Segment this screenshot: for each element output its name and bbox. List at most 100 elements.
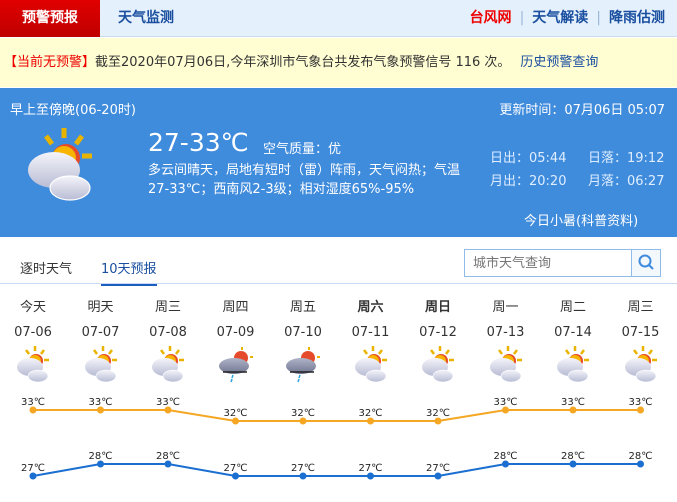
top-nav: 预警预报 天气监测 台风网 | 天气解读 | 降雨估测: [0, 0, 677, 37]
low-temp-label: 27℃: [291, 463, 315, 474]
high-temp-point: [29, 406, 37, 414]
low-temp-label: 27℃: [426, 463, 450, 474]
low-temp-label: 28℃: [89, 451, 113, 462]
forecast-tabs: 逐时天气 10天预报: [0, 238, 677, 286]
partly-cloudy-icon: [351, 344, 391, 384]
nav-weather-analysis[interactable]: 天气解读: [532, 10, 589, 26]
high-temp-line: [33, 409, 641, 422]
day-name: 周四: [222, 300, 249, 315]
high-temp-point: [299, 417, 307, 425]
nav-weather-monitor[interactable]: 天气监测: [118, 10, 174, 26]
divider: |: [519, 10, 525, 26]
air-quality-value: 优: [328, 142, 342, 157]
low-temp-label: 27℃: [359, 463, 383, 474]
warning-text: 截至2020年07月06日,今年深圳市气象台共发布气象预警信号 116 次。: [95, 55, 511, 70]
city-search: [464, 249, 661, 277]
high-temp-point: [434, 417, 442, 425]
low-temp-point: [434, 472, 442, 480]
search-button[interactable]: [631, 250, 660, 276]
partly-cloudy-icon: [553, 344, 593, 384]
low-temp-label: 28℃: [629, 451, 653, 462]
day-column: 周六 07-11: [341, 296, 401, 388]
high-temp-point: [569, 406, 577, 414]
sunset: 日落：19:12: [588, 151, 665, 166]
high-temp-label: 33℃: [494, 397, 518, 408]
partly-cloudy-icon: [81, 344, 121, 384]
air-quality-label: 空气质量：: [263, 142, 329, 157]
partly-cloudy-icon: [13, 344, 53, 384]
day-date: 07-11: [351, 325, 390, 340]
search-input[interactable]: [465, 250, 631, 276]
period: 早上至傍晚(06-20时): [10, 103, 136, 118]
low-temp-point: [367, 472, 374, 480]
day-column: 周三 07-15: [611, 296, 671, 388]
low-temp-point: [97, 460, 104, 468]
day-column: 周三 07-08: [138, 296, 198, 388]
nav-warning-forecast[interactable]: 预警预报: [0, 0, 100, 37]
high-temp-point: [502, 406, 509, 414]
high-temp-label: 33℃: [156, 397, 180, 408]
moonset: 月落：06:27: [588, 174, 665, 189]
history-warning-link[interactable]: 历史预警查询: [520, 55, 599, 70]
tab-10day[interactable]: 10天预报: [101, 258, 157, 286]
day-column: 周四 07-09: [206, 296, 266, 388]
day-date: 07-10: [284, 325, 322, 340]
day-column: 周二 07-14: [543, 296, 603, 388]
partly-cloudy-icon: [418, 344, 458, 384]
day-name: 周一: [492, 300, 519, 315]
low-temp-point: [299, 472, 307, 480]
high-temp-point: [164, 406, 172, 414]
day-column: 周五 07-10: [273, 296, 333, 388]
high-temp-label: 33℃: [89, 397, 113, 408]
day-name: 周二: [559, 300, 586, 315]
partly-cloudy-icon: [148, 344, 188, 384]
high-temp-point: [232, 417, 239, 425]
high-temp-label: 33℃: [21, 397, 45, 408]
day-date: 07-13: [486, 325, 525, 340]
day-name: 今天: [19, 300, 46, 315]
high-temp-label: 32℃: [426, 408, 450, 419]
nav-typhoon[interactable]: 台风网: [469, 10, 512, 26]
low-temp-point: [569, 460, 577, 468]
tab-hourly[interactable]: 逐时天气: [20, 262, 73, 277]
high-temp-point: [97, 406, 104, 414]
low-temp-line: [32, 463, 641, 477]
day-column: 周一 07-13: [476, 296, 536, 388]
day-name: 周五: [289, 300, 316, 315]
high-temp-label: 33℃: [561, 397, 585, 408]
low-temp-label: 28℃: [156, 451, 180, 462]
high-temp-label: 32℃: [291, 408, 315, 419]
high-temp-point: [367, 417, 374, 425]
low-temp-label: 27℃: [224, 463, 248, 474]
day-name: 周三: [154, 300, 181, 315]
high-temp-point: [637, 406, 644, 414]
high-temp-label: 32℃: [224, 408, 248, 419]
low-temp-point: [232, 472, 239, 480]
search-icon: [638, 254, 654, 270]
day-name: 周三: [627, 300, 654, 315]
warning-status: 【当前无预警】: [4, 55, 96, 70]
day-date: 07-15: [621, 325, 660, 340]
divider: |: [596, 10, 601, 26]
low-temp-point: [29, 472, 37, 480]
day-column: 今天 07-06: [3, 296, 63, 388]
thunder-shower-icon: [216, 344, 256, 384]
day-name: 周六: [357, 300, 384, 315]
day-date: 07-06: [14, 325, 52, 340]
sunrise: 日出：05:44: [490, 151, 567, 166]
update-time: 更新时间：07月06日 05:07: [499, 103, 665, 118]
temperature-chart: 33℃ 33℃ 33℃ 32℃ 32℃ 32℃ 32℃ 33℃ 33℃ 33℃ 27℃ 28℃ 28℃ 2…: [21, 397, 653, 480]
partly-cloudy-icon: [486, 344, 526, 384]
day-column: 周日 07-12: [408, 296, 468, 388]
day-date: 07-07: [81, 325, 120, 340]
low-temp-label: 28℃: [494, 451, 518, 462]
low-temp-point: [637, 460, 644, 468]
day-date: 07-14: [554, 325, 592, 340]
low-temp-point: [502, 460, 509, 468]
solar-term-link[interactable]: 今日小暑(科普资料): [524, 214, 639, 229]
nav-rain-estimate[interactable]: 降雨估测: [609, 10, 665, 26]
thunder-shower-icon: [283, 344, 323, 384]
low-temp-point: [164, 460, 172, 468]
high-temp-label: 33℃: [629, 397, 653, 408]
partly-cloudy-icon: [20, 124, 100, 204]
